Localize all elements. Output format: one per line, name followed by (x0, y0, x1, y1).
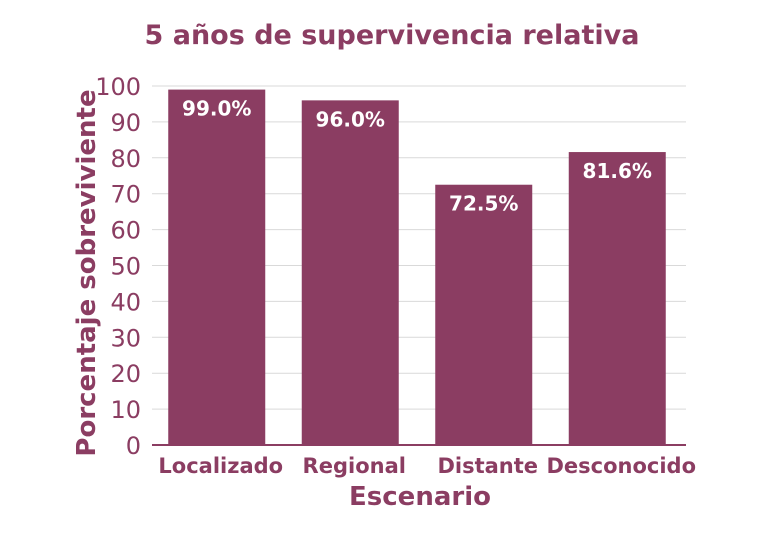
y-tick-label: 10 (110, 396, 141, 424)
bar (435, 184, 533, 445)
y-tick-label: 50 (110, 253, 141, 281)
x-tick-label: Localizado (158, 454, 283, 478)
x-axis-label: Escenario (349, 482, 491, 512)
bar-data-label: 99.0% (182, 97, 251, 121)
y-tick-label: 90 (110, 109, 141, 137)
y-axis-label: Porcentaje sobreviviente (72, 89, 102, 456)
y-tick-label: 80 (110, 145, 141, 173)
bar-data-label: 72.5% (449, 192, 518, 216)
x-tick-label: Distante (437, 454, 538, 478)
bar (168, 89, 266, 445)
y-tick-label: 0 (126, 432, 141, 460)
y-tick-label: 100 (95, 73, 141, 101)
bars: 99.0% 96.0% 72.5% 81.6% (168, 89, 666, 446)
bar-data-label: 81.6% (583, 159, 652, 183)
bar-data-label: 96.0% (316, 107, 385, 131)
bar (568, 152, 666, 445)
x-tick-label: Regional (303, 454, 406, 478)
y-tick-label: 70 (110, 181, 141, 209)
x-tick-label: Desconocido (546, 454, 696, 478)
y-tick-label: 30 (110, 324, 141, 352)
y-axis-ticks: 0 10 20 30 40 50 60 70 80 90 100 (95, 73, 141, 460)
bar (301, 100, 399, 446)
chart-title: 5 años de supervivencia relativa (145, 20, 640, 51)
y-tick-label: 60 (110, 217, 141, 245)
y-tick-label: 20 (110, 360, 141, 388)
y-tick-label: 40 (110, 288, 141, 316)
x-axis-tick-labels: Localizado Regional Distante Desconocido (158, 454, 696, 478)
